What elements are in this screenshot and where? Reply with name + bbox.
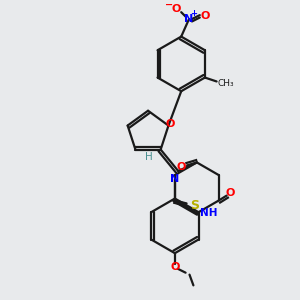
Text: O: O [170, 262, 179, 272]
Text: O: O [166, 118, 175, 129]
Text: O: O [226, 188, 235, 198]
Text: H: H [145, 152, 153, 162]
Text: S: S [190, 199, 199, 212]
Text: −: − [166, 0, 174, 9]
Text: CH₃: CH₃ [217, 79, 234, 88]
Text: N: N [170, 174, 179, 184]
Text: +: + [190, 9, 197, 18]
Text: O: O [172, 4, 181, 14]
Text: NH: NH [200, 208, 217, 218]
Text: N: N [184, 14, 194, 24]
Text: O: O [201, 11, 210, 21]
Text: O: O [176, 162, 186, 172]
